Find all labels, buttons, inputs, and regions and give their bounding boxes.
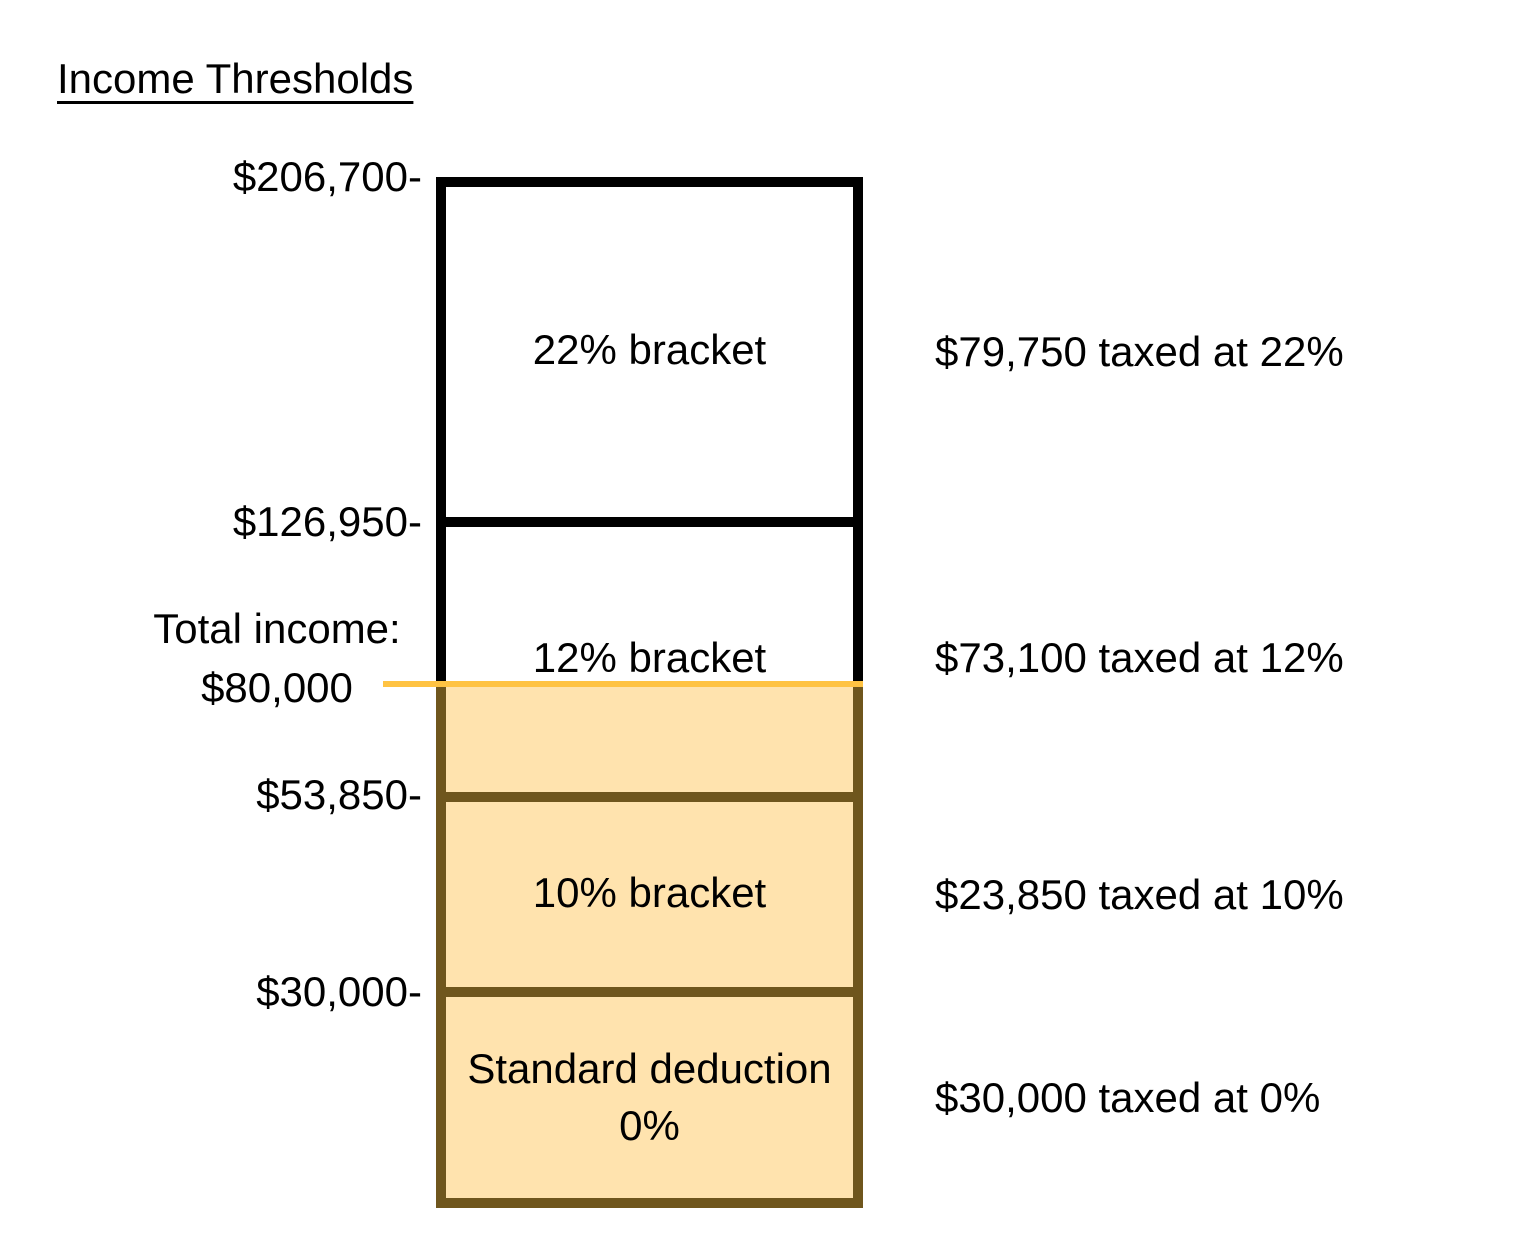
bar-right-border-upper <box>853 177 863 684</box>
bar-right-border-lower <box>853 684 863 1208</box>
divider-126950 <box>436 517 863 527</box>
bracket-label-deduction: Standard deduction 0% <box>436 1040 863 1154</box>
deduction-label-line1: Standard deduction <box>467 1045 832 1092</box>
bar-top-border <box>436 177 863 187</box>
axis-label-206700: $206,700- <box>232 153 422 200</box>
bar-bottom-border <box>436 1198 863 1208</box>
income-fill-region <box>436 684 863 1208</box>
bar-left-border-upper <box>436 177 446 684</box>
chart-title: Income Thresholds <box>57 55 414 102</box>
bracket-label-22: 22% bracket <box>532 326 767 373</box>
annotation-0: $30,000 taxed at 0% <box>935 1074 1321 1121</box>
bracket-label-10: 10% bracket <box>532 869 767 916</box>
divider-30000 <box>436 987 863 997</box>
bracket-label-12: 12% bracket <box>532 634 767 681</box>
total-income-line <box>383 681 863 687</box>
total-income-line1: Total income: <box>153 605 401 652</box>
divider-53850 <box>436 792 863 802</box>
total-income-line2: $80,000 <box>201 664 353 711</box>
total-income-label: Total income: $80,000 <box>117 599 437 717</box>
annotation-22: $79,750 taxed at 22% <box>935 328 1344 375</box>
annotation-12: $73,100 taxed at 12% <box>935 634 1344 681</box>
bar-left-border-lower <box>436 684 446 1208</box>
axis-label-126950: $126,950- <box>232 498 422 545</box>
annotation-10: $23,850 taxed at 10% <box>935 871 1344 918</box>
axis-label-53850: $53,850- <box>256 771 422 818</box>
axis-label-30000: $30,000- <box>256 968 422 1015</box>
deduction-label-line2: 0% <box>619 1102 680 1149</box>
